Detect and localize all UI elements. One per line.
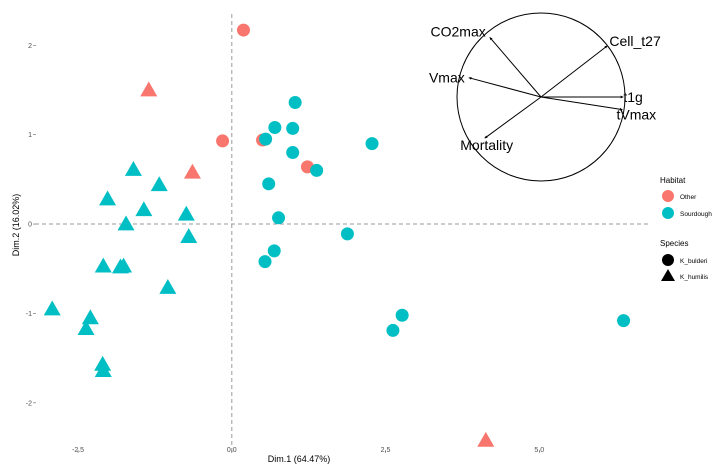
- variable-arrowhead-t1g: [620, 95, 624, 99]
- x-axis-title: Dim.1 (64.47%): [268, 454, 331, 464]
- point-k-bulderi-sourdough: [340, 227, 354, 241]
- legend-label-k-bulderi: K_bulderi: [680, 258, 707, 265]
- legend-label-sourdough: Sourdough: [680, 211, 712, 218]
- legend-habitat: Habitat Other Sourdough: [660, 176, 712, 219]
- point-k-bulderi-other: [236, 23, 250, 37]
- point-k-bulderi-sourdough: [286, 146, 300, 160]
- y-axis-title: Dim.2 (16.02%): [11, 194, 21, 257]
- legend-species-title: Species: [660, 239, 688, 248]
- legend-label-other: Other: [680, 194, 697, 201]
- point-k-humilis-sourdough: [135, 201, 153, 217]
- x-tick-label: -2.5: [72, 447, 84, 454]
- point-k-bulderi-sourdough: [617, 314, 631, 328]
- point-k-humilis-sourdough: [124, 161, 142, 176]
- legend-swatch-other: [662, 190, 674, 202]
- point-k-bulderi-sourdough: [267, 244, 281, 258]
- reference-lines: [35, 14, 650, 452]
- legend-species: Species K_bulderi K_humilis: [660, 239, 709, 281]
- point-k-humilis-sourdough: [115, 257, 133, 273]
- variable-arrow-co2max: [489, 37, 542, 98]
- point-k-humilis-sourdough: [43, 300, 61, 316]
- point-k-bulderi-sourdough: [386, 323, 400, 337]
- y-tick-label: -1: [26, 311, 32, 318]
- point-k-humilis-sourdough: [177, 205, 195, 221]
- point-k-humilis-other: [477, 431, 495, 447]
- point-k-bulderi-sourdough: [272, 211, 286, 225]
- y-tick-label: 2: [28, 43, 32, 50]
- variable-label-co2max: CO2max: [431, 23, 486, 39]
- y-tick-label: 0: [28, 222, 32, 229]
- point-k-humilis-sourdough: [99, 190, 117, 206]
- variables-inset: CO2max Cell_t27 Vmax t1g tVmax Mortality: [429, 12, 661, 182]
- y-tick-label: -2: [26, 400, 32, 407]
- variable-label-tvmax: tVmax: [616, 107, 656, 123]
- y-tick-label: 1: [28, 132, 32, 139]
- point-k-humilis-sourdough: [159, 279, 177, 294]
- variable-label-cell-t27: Cell_t27: [609, 33, 661, 49]
- legend-label-k-humilis: K_humilis: [680, 274, 709, 281]
- point-k-humilis-sourdough: [117, 215, 135, 231]
- data-points: [43, 23, 631, 447]
- point-k-humilis-other: [183, 163, 201, 179]
- variable-arrowhead-cell-t27: [604, 45, 608, 49]
- x-tick-label: 2.5: [381, 447, 391, 454]
- point-k-bulderi-sourdough: [258, 255, 272, 269]
- point-k-humilis-sourdough: [94, 362, 112, 378]
- legend-swatch-k-bulderi: [662, 254, 674, 266]
- variable-arrow-cell-t27: [540, 45, 608, 98]
- variable-label-vmax: Vmax: [429, 70, 465, 86]
- legend-habitat-title: Habitat: [660, 176, 686, 185]
- point-k-bulderi-other: [216, 134, 230, 148]
- variable-arrowhead-vmax: [468, 76, 472, 80]
- point-k-humilis-sourdough: [180, 228, 198, 243]
- legend-swatch-sourdough: [662, 207, 674, 219]
- point-k-bulderi-sourdough: [310, 163, 324, 177]
- variable-arrow-vmax: [468, 77, 542, 98]
- x-tick-label: 5.0: [534, 447, 544, 454]
- axis-ticks: -2.5 0.0 2.5 5.0 -2 -1 0 1 2: [26, 43, 545, 454]
- point-k-bulderi-sourdough: [262, 177, 276, 191]
- variable-arrowhead-co2max: [489, 37, 493, 41]
- point-k-humilis-sourdough: [150, 176, 168, 192]
- legend-swatch-k-humilis: [661, 269, 675, 281]
- variable-arrowhead-tvmax: [619, 107, 623, 111]
- point-k-bulderi-sourdough: [288, 95, 302, 109]
- variable-arrow-tvmax: [540, 96, 623, 111]
- point-k-humilis-sourdough: [94, 257, 112, 273]
- variable-label-mortality: Mortality: [460, 137, 513, 153]
- point-k-humilis-sourdough: [77, 320, 95, 336]
- variable-arrow-mortality: [484, 96, 542, 139]
- point-k-bulderi-sourdough: [268, 121, 282, 135]
- correlation-circle: [456, 12, 626, 182]
- x-tick-label: 0.0: [227, 447, 237, 454]
- point-k-bulderi-sourdough: [259, 132, 273, 146]
- point-k-bulderi-sourdough: [395, 308, 409, 322]
- point-k-bulderi-sourdough: [286, 121, 300, 135]
- variable-arrowhead-mortality: [484, 135, 488, 139]
- point-k-bulderi-sourdough: [365, 137, 379, 151]
- variable-label-t1g: t1g: [623, 89, 642, 105]
- point-k-humilis-other: [140, 81, 158, 97]
